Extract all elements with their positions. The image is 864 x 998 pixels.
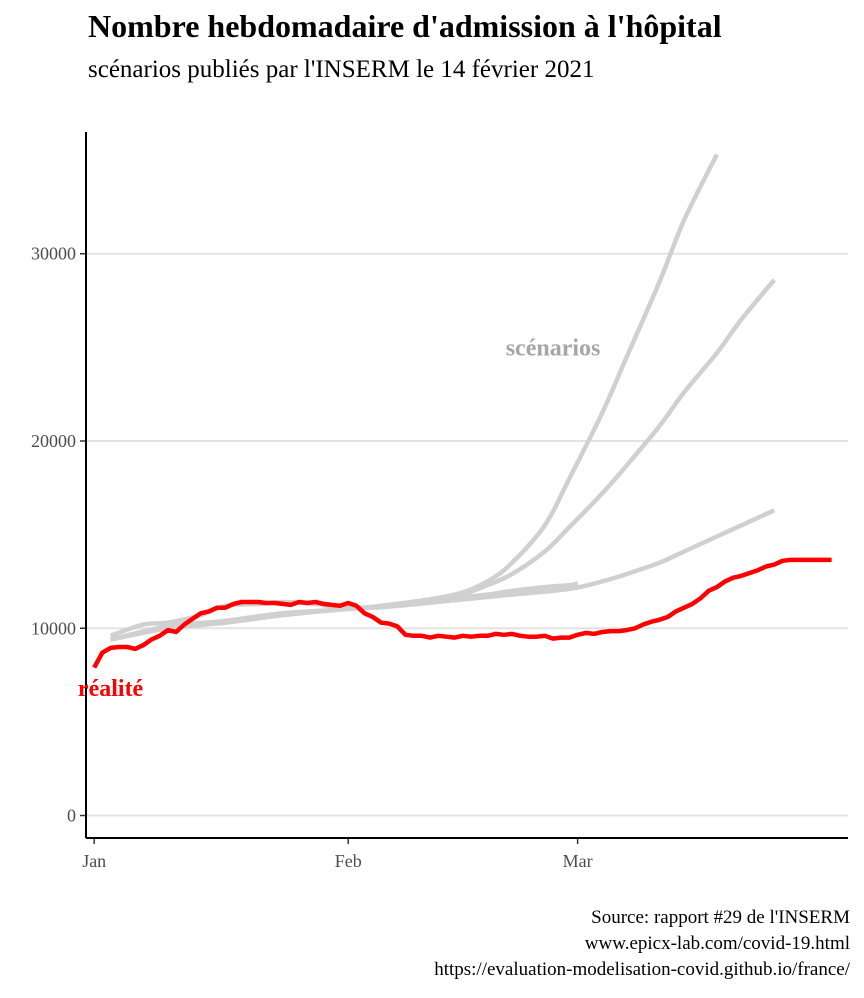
- y-tick-label: 20000: [31, 431, 76, 451]
- caption: Source: rapport #29 de l'INSERM www.epic…: [434, 905, 850, 983]
- series-line-scenario: [110, 508, 776, 642]
- annotation-realite: réalité: [78, 676, 144, 702]
- annotation-scenarios: scénarios: [506, 335, 601, 361]
- chart-title: Nombre hebdomadaire d'admission à l'hôpi…: [88, 8, 722, 44]
- gridlines: [86, 252, 848, 817]
- caption-link-epicx[interactable]: www.epicx-lab.com/covid-19.html: [584, 933, 850, 954]
- series-line-scenario: [110, 278, 777, 642]
- x-tick-label: Feb: [335, 851, 362, 871]
- series-lines: [92, 153, 832, 669]
- y-tick-label: 30000: [31, 244, 76, 264]
- x-tick-label: Jan: [82, 851, 106, 871]
- caption-link-github[interactable]: https://evaluation-modelisation-covid.gi…: [434, 959, 850, 980]
- series-line-realite: [92, 557, 832, 669]
- y-tick-label: 0: [67, 806, 76, 826]
- series-line-scenario: [110, 153, 719, 642]
- caption-source: Source: rapport #29 de l'INSERM: [591, 907, 850, 928]
- y-tick-label: 10000: [31, 618, 76, 638]
- x-tick-label: Mar: [563, 851, 593, 871]
- chart-subtitle: scénarios publiés par l'INSERM le 14 fév…: [88, 56, 595, 83]
- annotations: scénarios réalité: [78, 335, 600, 702]
- axes: 0 10000 20000 30000 Jan Feb Mar: [31, 132, 848, 871]
